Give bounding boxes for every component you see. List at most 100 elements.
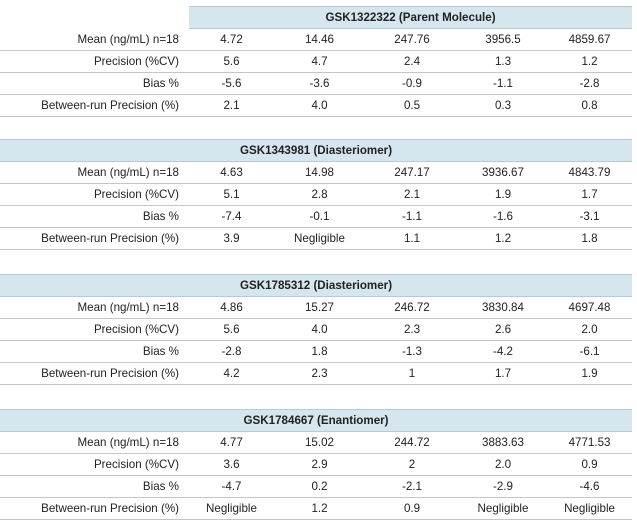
cell: 244.72 [365, 431, 459, 454]
table-row: Mean (ng/mL) n=18 4.72 14.46 247.76 3956… [0, 28, 633, 51]
row-label: Precision (%CV) [0, 453, 189, 476]
table-row: Bias % -4.7 0.2 -2.1 -2.9 -4.6 [0, 475, 633, 498]
cell: -0.1 [274, 205, 365, 228]
section-diasteriomer-1343981: GSK1343981 (Diasteriomer) Mean (ng/mL) n… [0, 139, 633, 250]
cell: -6.1 [547, 340, 633, 363]
cell: 2.3 [274, 362, 365, 385]
cell: 3830.84 [459, 296, 547, 319]
cell: 1 [365, 362, 459, 385]
cell: 0.5 [365, 94, 459, 117]
row-label: Mean (ng/mL) n=18 [0, 296, 189, 319]
cell: 246.72 [365, 296, 459, 319]
section-title: GSK1785312 (Diasteriomer) [0, 274, 633, 297]
cell: 247.76 [365, 28, 459, 51]
row-label: Mean (ng/mL) n=18 [0, 161, 189, 184]
table-row: Between-run Precision (%) Negligible 1.2… [0, 497, 633, 520]
cell: 4859.67 [547, 28, 633, 51]
cell: -4.2 [459, 340, 547, 363]
cell: -4.7 [189, 475, 274, 498]
section-diasteriomer-1785312: GSK1785312 (Diasteriomer) Mean (ng/mL) n… [0, 274, 633, 385]
cell: -3.1 [547, 205, 633, 228]
row-label: Between-run Precision (%) [0, 227, 189, 250]
cell: 1.1 [365, 227, 459, 250]
cell: Negligible [189, 497, 274, 520]
cell: 4.0 [274, 318, 365, 341]
table-row: Between-run Precision (%) 4.2 2.3 1 1.7 … [0, 362, 633, 385]
section-header: GSK1343981 (Diasteriomer) [0, 139, 633, 162]
cell: -1.3 [365, 340, 459, 363]
cell: 4.72 [189, 28, 274, 51]
table-row: Between-run Precision (%) 2.1 4.0 0.5 0.… [0, 94, 633, 117]
table-row: Between-run Precision (%) 3.9 Negligible… [0, 227, 633, 250]
cell: 2.4 [365, 50, 459, 73]
cell: -1.6 [459, 205, 547, 228]
cell: 4.63 [189, 161, 274, 184]
table-row: Mean (ng/mL) n=18 4.86 15.27 246.72 3830… [0, 296, 633, 319]
cell: 1.2 [459, 227, 547, 250]
cell: 1.8 [274, 340, 365, 363]
table-row: Precision (%CV) 3.6 2.9 2 2.0 0.9 [0, 453, 633, 476]
cell: 4.0 [274, 94, 365, 117]
cell: 15.02 [274, 431, 365, 454]
cell: Negligible [547, 497, 633, 520]
cell: 0.9 [547, 453, 633, 476]
cell: -2.8 [189, 340, 274, 363]
row-label: Precision (%CV) [0, 50, 189, 73]
cell: 15.27 [274, 296, 365, 319]
cell: -2.8 [547, 72, 633, 95]
cell: 2.0 [547, 318, 633, 341]
cell: 2.1 [365, 183, 459, 206]
section-parent-molecule: GSK1322322 (Parent Molecule) Mean (ng/mL… [0, 6, 633, 117]
cell: 1.7 [547, 183, 633, 206]
cell: 2.9 [274, 453, 365, 476]
row-label: Bias % [0, 72, 189, 95]
row-label: Bias % [0, 205, 189, 228]
section-header: GSK1785312 (Diasteriomer) [0, 274, 633, 297]
cell: 3936.67 [459, 161, 547, 184]
cell: 0.3 [459, 94, 547, 117]
cell: 4.77 [189, 431, 274, 454]
cell: 1.7 [459, 362, 547, 385]
table-row: Bias % -5.6 -3.6 -0.9 -1.1 -2.8 [0, 72, 633, 95]
cell: -2.1 [365, 475, 459, 498]
cell: -1.1 [365, 205, 459, 228]
cell: 5.1 [189, 183, 274, 206]
cell: 5.6 [189, 50, 274, 73]
row-label: Precision (%CV) [0, 183, 189, 206]
cell: 3956.5 [459, 28, 547, 51]
cell: 1.8 [547, 227, 633, 250]
cell: 14.46 [274, 28, 365, 51]
table-row: Bias % -2.8 1.8 -1.3 -4.2 -6.1 [0, 340, 633, 363]
cell: 2.3 [365, 318, 459, 341]
cell: Negligible [274, 227, 365, 250]
table-row: Mean (ng/mL) n=18 4.77 15.02 244.72 3883… [0, 431, 633, 454]
cell: 2.0 [459, 453, 547, 476]
cell: 0.9 [365, 497, 459, 520]
section-title: GSK1322322 (Parent Molecule) [189, 6, 633, 29]
cell: 2.6 [459, 318, 547, 341]
cell: 1.9 [459, 183, 547, 206]
cell: 3.9 [189, 227, 274, 250]
table-row: Mean (ng/mL) n=18 4.63 14.98 247.17 3936… [0, 161, 633, 184]
section-title: GSK1784667 (Enantiomer) [0, 409, 633, 432]
table-row: Precision (%CV) 5.6 4.7 2.4 1.3 1.2 [0, 50, 633, 73]
table-row: Bias % -7.4 -0.1 -1.1 -1.6 -3.1 [0, 205, 633, 228]
row-label: Mean (ng/mL) n=18 [0, 28, 189, 51]
cell: 4.86 [189, 296, 274, 319]
cell: -0.9 [365, 72, 459, 95]
section-enantiomer: GSK1784667 (Enantiomer) Mean (ng/mL) n=1… [0, 409, 633, 520]
cell: 2 [365, 453, 459, 476]
cell: 5.6 [189, 318, 274, 341]
cell: 3883.63 [459, 431, 547, 454]
cell: 247.17 [365, 161, 459, 184]
cell: 3.6 [189, 453, 274, 476]
row-label: Between-run Precision (%) [0, 362, 189, 385]
cell: -3.6 [274, 72, 365, 95]
cell: -2.9 [459, 475, 547, 498]
section-header: GSK1322322 (Parent Molecule) [0, 6, 633, 29]
cell: -5.6 [189, 72, 274, 95]
table-row: Precision (%CV) 5.6 4.0 2.3 2.6 2.0 [0, 318, 633, 341]
row-label: Mean (ng/mL) n=18 [0, 431, 189, 454]
cell: -4.6 [547, 475, 633, 498]
